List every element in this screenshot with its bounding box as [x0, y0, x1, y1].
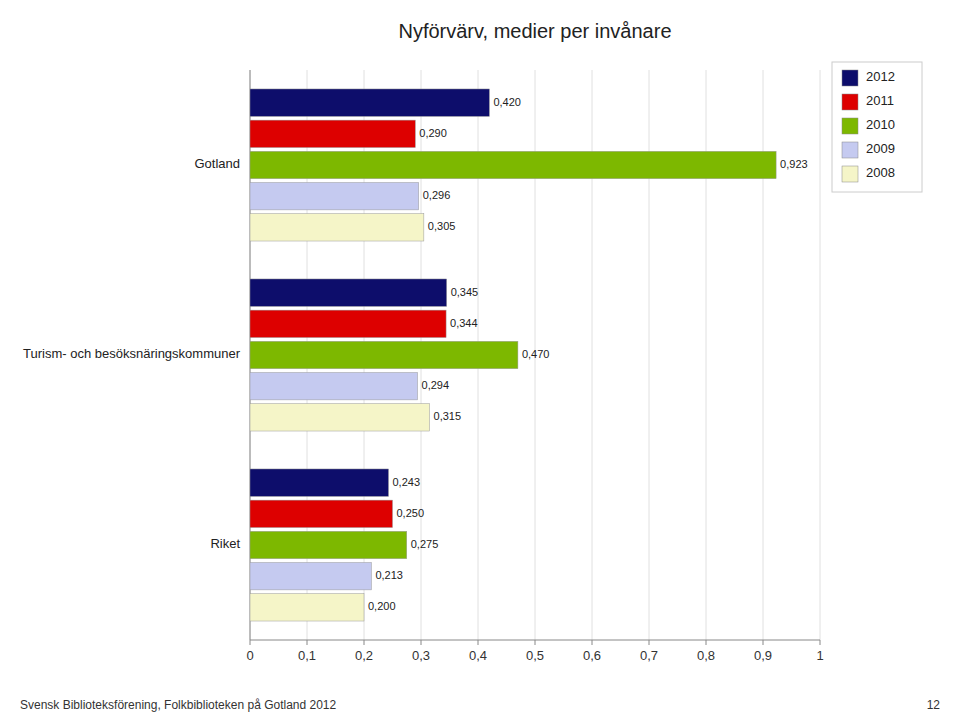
bar [250, 182, 419, 209]
data-label: 0,315 [434, 410, 462, 422]
data-label: 0,200 [368, 600, 396, 612]
bar [250, 531, 407, 558]
x-axis: 0 0,1 0,2 0,3 0,4 0,5 0,6 0,7 0,8 0,9 1 [246, 70, 823, 663]
tick-label: 1 [816, 648, 823, 663]
bars [250, 89, 776, 621]
data-label: 0,296 [423, 189, 451, 201]
data-label: 0,344 [450, 317, 478, 329]
tick-mark [763, 640, 764, 645]
data-labels: 0,420 0,290 0,923 0,296 0,305 0,345 0,344 0,470… [368, 96, 808, 613]
bar [250, 562, 371, 589]
tick-mark [478, 640, 479, 645]
bar [250, 500, 393, 527]
bar [250, 120, 415, 147]
bar [250, 404, 430, 431]
bar [250, 310, 446, 337]
x-axis-line [250, 640, 820, 641]
bar [250, 279, 447, 306]
tick-label: 0,1 [298, 648, 316, 663]
tick-mark [820, 640, 821, 645]
data-label: 0,243 [393, 476, 421, 488]
data-label: 0,294 [422, 379, 450, 391]
tick-mark [364, 640, 365, 645]
tick-label: 0,8 [697, 648, 715, 663]
footer-note: Svensk Biblioteksförening, Folkbibliotek… [20, 698, 337, 712]
category-label: Riket [210, 536, 240, 551]
tick-label: 0 [246, 648, 253, 663]
tick-mark [535, 640, 536, 645]
bar [250, 151, 776, 178]
tick-mark [307, 640, 308, 645]
category-label: Gotland [194, 156, 240, 171]
legend-swatch [842, 118, 858, 134]
grid-line [820, 70, 821, 640]
tick-label: 0,6 [583, 648, 601, 663]
tick-mark [592, 640, 593, 645]
bar [250, 214, 424, 241]
tick-label: 0,2 [355, 648, 373, 663]
legend: 2012 2011 2010 2009 2008 [832, 62, 922, 192]
data-label: 0,213 [375, 569, 403, 581]
footer-note: 12 [927, 698, 941, 712]
data-label: 0,275 [411, 538, 439, 550]
bar [250, 594, 364, 621]
legend-entry: 2008 [866, 165, 895, 180]
bar [250, 341, 518, 368]
background [0, 0, 960, 725]
chart: Nyförvärv, medier per invånare 0 0,1 0,2 0,3… [0, 0, 960, 725]
tick-label: 0,5 [526, 648, 544, 663]
legend-entry: 2012 [866, 69, 895, 84]
tick-mark [421, 640, 422, 645]
legend-swatch [842, 94, 858, 110]
data-label: 0,305 [428, 220, 456, 232]
bar [250, 89, 489, 116]
data-label: 0,923 [780, 158, 808, 170]
tick-label: 0,4 [469, 648, 487, 663]
data-label: 0,420 [493, 96, 521, 108]
data-label: 0,290 [419, 127, 447, 139]
data-label: 0,250 [397, 507, 425, 519]
tick-label: 0,3 [412, 648, 430, 663]
title: Nyförvärv, medier per invånare [398, 20, 671, 42]
tick-label: 0,7 [640, 648, 658, 663]
tick-mark [706, 640, 707, 645]
legend-entry: 2009 [866, 141, 895, 156]
category-label: Turism- och besöksnäringskommuner [23, 346, 241, 361]
legend-entry: 2010 [866, 117, 895, 132]
tick-label: 0,9 [754, 648, 772, 663]
tick-mark [649, 640, 650, 645]
legend-swatch [842, 70, 858, 86]
data-label: 0,470 [522, 348, 550, 360]
legend-swatch [842, 166, 858, 182]
data-label: 0,345 [451, 286, 479, 298]
legend-swatch [842, 142, 858, 158]
tick-mark [250, 640, 251, 645]
legend-entry: 2011 [866, 93, 894, 108]
bar [250, 469, 389, 496]
bar [250, 372, 418, 399]
legend-frame [832, 62, 922, 192]
y-axis: Gotland Turism- och besöksnäringskommuner… [23, 156, 241, 551]
